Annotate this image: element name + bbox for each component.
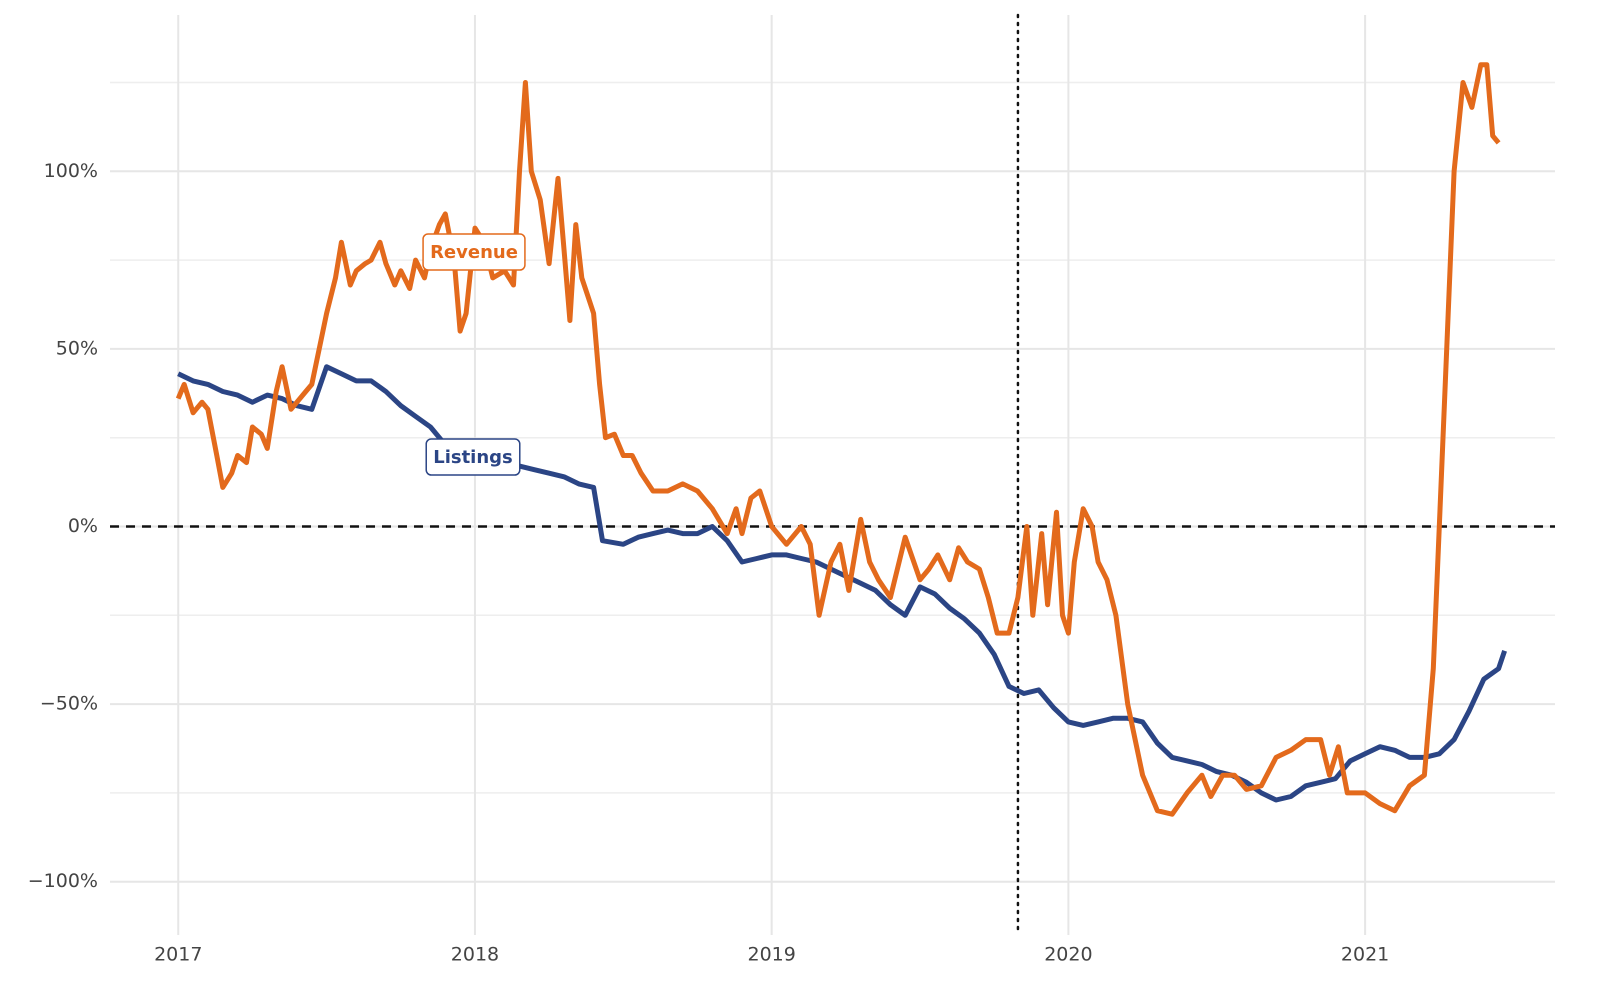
x-tick-label: 2017 xyxy=(154,944,202,966)
y-tick-label: −100% xyxy=(28,870,98,892)
label-box xyxy=(422,233,526,271)
y-tick-label: 100% xyxy=(44,160,98,182)
series-label: Listings xyxy=(425,438,521,476)
series-line xyxy=(175,62,1501,817)
series-line xyxy=(177,364,1507,803)
x-tick-label: 2020 xyxy=(1044,944,1092,966)
legend-label: Listings xyxy=(433,447,513,468)
x-tick-label: 2021 xyxy=(1341,944,1389,966)
y-tick-label: 0% xyxy=(68,515,98,537)
x-tick-label: 2018 xyxy=(451,944,499,966)
x-tick-label: 2019 xyxy=(747,944,795,966)
label-box xyxy=(425,438,521,476)
legend-label: Revenue xyxy=(430,242,518,263)
series-label: Revenue xyxy=(422,233,526,271)
y-tick-label: 50% xyxy=(56,337,98,359)
y-tick-label: −50% xyxy=(40,693,98,715)
